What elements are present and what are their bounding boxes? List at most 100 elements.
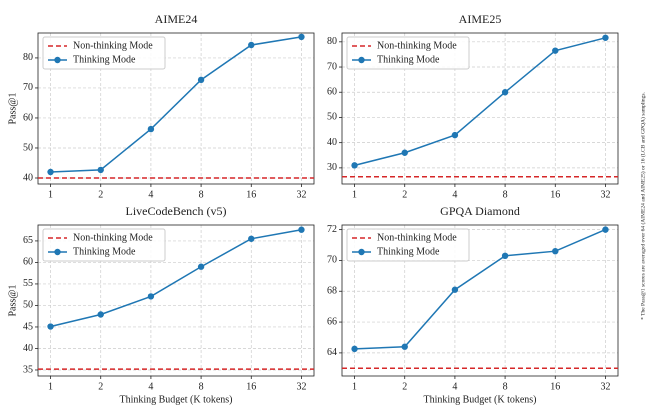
legend-label: Non-thinking Mode [73, 40, 153, 51]
y-tick-label: 70 [327, 255, 337, 266]
series-line [50, 36, 302, 173]
legend-box [42, 228, 166, 262]
data-point [298, 33, 305, 41]
legend-label: Thinking Mode [377, 246, 440, 257]
y-axis-label: Pass@1 [7, 93, 18, 125]
x-tick-label: 32 [296, 381, 306, 392]
y-tick-label: 70 [327, 61, 337, 72]
x-tick-label: 16 [550, 381, 560, 392]
x-tick-label: 4 [452, 189, 457, 200]
x-tick-label: 16 [246, 189, 256, 200]
y-tick-label: 68 [327, 286, 337, 297]
data-point [351, 162, 358, 169]
y-tick-label: 50 [23, 142, 33, 153]
x-tick-label: 2 [402, 189, 407, 200]
y-axis-label: Pass@1 [7, 285, 18, 317]
legend-label: Non-thinking Mode [73, 232, 153, 243]
subplot-title: GPQA Diamond [440, 204, 520, 218]
y-tick-label: 72 [327, 224, 337, 235]
data-point [248, 235, 255, 242]
y-tick-label: 65 [23, 235, 33, 246]
legend-label: Thinking Mode [377, 54, 440, 65]
data-point [97, 311, 104, 318]
y-tick-label: 66 [327, 316, 337, 327]
x-tick-label: 4 [148, 189, 153, 200]
data-point [47, 323, 54, 330]
data-point [248, 41, 255, 49]
x-axis-label: Thinking Budget (K tokens) [119, 394, 232, 405]
y-tick-label: 40 [23, 343, 33, 354]
x-tick-label: 2 [98, 189, 103, 200]
data-point [197, 263, 205, 270]
data-point [351, 345, 358, 353]
data-point [552, 47, 559, 54]
y-tick-label: 70 [23, 82, 33, 93]
legend-marker [358, 248, 365, 256]
x-tick-label: 1 [48, 189, 53, 200]
y-tick-label: 30 [327, 162, 337, 173]
data-point [97, 166, 104, 174]
legend-label: Non-thinking Mode [377, 232, 457, 243]
x-tick-label: 16 [550, 189, 560, 200]
data-point [147, 293, 155, 300]
y-tick-label: 50 [23, 300, 33, 311]
subplot-title: AIME25 [459, 12, 502, 26]
y-tick-label: 80 [23, 52, 33, 63]
data-point [47, 168, 54, 176]
y-tick-label: 55 [23, 278, 33, 289]
plot-frame [37, 224, 315, 377]
data-point [401, 343, 408, 350]
legend-marker [54, 248, 61, 256]
legend-box [346, 36, 470, 70]
x-tick-label: 32 [600, 189, 610, 200]
x-tick-label: 4 [148, 381, 153, 392]
data-point [602, 34, 609, 41]
x-tick-label: 8 [199, 189, 204, 200]
x-tick-label: 1 [48, 381, 53, 392]
y-tick-label: 35 [23, 364, 33, 375]
legend-label: Thinking Mode [73, 246, 136, 257]
legend-label: Non-thinking Mode [377, 40, 457, 51]
plot-frame [37, 32, 315, 185]
y-tick-label: 64 [327, 347, 337, 358]
data-point [401, 149, 408, 156]
x-tick-label: 8 [503, 189, 508, 200]
legend-marker [358, 56, 365, 64]
legend-box [346, 228, 470, 262]
data-point [451, 286, 459, 293]
footnote: * The Pass@1 scores are averaged over 64… [639, 91, 646, 319]
y-tick-label: 50 [327, 112, 337, 123]
subplot-title: LiveCodeBench (v5) [126, 204, 227, 218]
x-tick-label: 8 [503, 381, 508, 392]
x-tick-label: 1 [352, 381, 357, 392]
y-tick-label: 60 [23, 257, 33, 268]
legend-marker [54, 56, 61, 64]
data-point [602, 226, 609, 233]
data-point [197, 76, 205, 84]
x-tick-label: 16 [246, 381, 256, 392]
series-line [354, 228, 606, 350]
x-tick-label: 2 [98, 381, 103, 392]
plot-frame [341, 32, 619, 185]
x-axis-label: Thinking Budget (K tokens) [423, 394, 536, 405]
x-tick-label: 2 [402, 381, 407, 392]
series-line [50, 228, 302, 328]
subplot-title: AIME24 [155, 12, 198, 26]
series-line [354, 37, 606, 167]
x-tick-label: 1 [352, 189, 357, 200]
x-tick-label: 32 [600, 381, 610, 392]
data-point [298, 226, 305, 233]
y-tick-label: 45 [23, 321, 33, 332]
data-point [501, 89, 509, 96]
x-tick-label: 4 [452, 381, 457, 392]
y-tick-label: 60 [327, 87, 337, 98]
x-tick-label: 32 [296, 189, 306, 200]
legend-label: Thinking Mode [73, 54, 136, 65]
legend-box [42, 36, 166, 70]
x-tick-label: 8 [199, 381, 204, 392]
data-point [451, 131, 459, 139]
plot-frame [341, 224, 619, 377]
data-point [552, 247, 559, 255]
data-point [501, 252, 509, 260]
